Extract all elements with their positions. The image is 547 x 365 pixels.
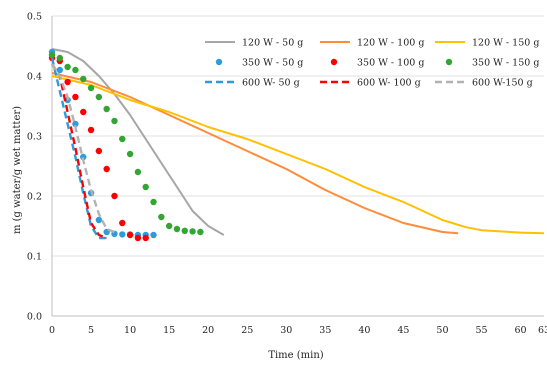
- data-point: [95, 147, 103, 155]
- data-point: [142, 183, 149, 191]
- legend-label: 120 W - 50 g: [242, 38, 303, 49]
- y-tick-label: 0.0: [27, 312, 42, 323]
- data-point: [126, 150, 134, 158]
- data-point: [134, 234, 142, 242]
- series-line-120-w-100-g: [51, 72, 459, 235]
- data-point: [95, 93, 103, 101]
- y-tick-label: 0.3: [27, 132, 42, 143]
- x-tick-label: 55: [475, 325, 487, 336]
- data-point: [150, 231, 157, 239]
- data-point: [181, 227, 188, 234]
- data-point: [72, 66, 79, 74]
- legend-label: 350 W - 50 g: [242, 58, 303, 69]
- data-point: [111, 117, 118, 125]
- data-point: [189, 228, 196, 235]
- legend-label: 120 W - 150 g: [472, 38, 539, 49]
- series-line-120-w-150-g: [51, 75, 545, 235]
- x-tick-label: 5: [88, 325, 94, 336]
- x-tick-label: 25: [241, 325, 253, 336]
- legend-item: 600 W- 50 g: [205, 78, 300, 89]
- data-point: [87, 126, 95, 134]
- series-line-120-w-50-g: [51, 48, 225, 236]
- data-point: [103, 105, 110, 113]
- data-point: [142, 234, 149, 242]
- legend-marker: [330, 58, 338, 66]
- x-tick-label: 30: [280, 325, 292, 336]
- x-tick-label: 45: [397, 325, 409, 336]
- data-point: [165, 222, 173, 230]
- legend-label: 350 W - 100 g: [357, 58, 424, 69]
- data-point: [126, 231, 134, 239]
- legend-label: 350 W - 150 g: [472, 58, 539, 69]
- data-point: [134, 168, 142, 176]
- x-tick-label: 63: [538, 325, 547, 336]
- x-tick-labels: 0 5 10 15 20 25 30 35 40 45 50 55 60 63: [49, 325, 547, 336]
- data-point: [72, 93, 79, 101]
- data-point: [197, 228, 204, 236]
- data-point: [119, 135, 126, 143]
- y-tick-label: 0.2: [27, 192, 42, 203]
- data-point: [103, 165, 110, 173]
- data-point: [119, 219, 126, 227]
- x-tick-label: 0: [49, 325, 55, 336]
- x-tick-label: 35: [319, 325, 331, 336]
- y-tick-label: 0.4: [27, 72, 42, 83]
- data-point: [95, 216, 103, 224]
- legend-item: 350 W - 100 g: [330, 58, 424, 69]
- x-tick-label: 10: [124, 325, 136, 336]
- series-line-600-w-100-g: [50, 63, 108, 240]
- y-axis-title: m (g water/g wet matter): [12, 106, 23, 234]
- legend-marker: [445, 58, 453, 66]
- legend-marker: [215, 58, 223, 66]
- legend-label: 600 W- 100 g: [357, 78, 421, 89]
- gridlines: [52, 15, 544, 257]
- legend-item: 350 W - 50 g: [215, 58, 303, 69]
- x-tick-label: 50: [436, 325, 448, 336]
- legend: 120 W - 50 g 120 W - 100 g 120 W - 150 g 35…: [205, 38, 539, 89]
- legend-label: 600 W-150 g: [472, 78, 533, 89]
- y-tick-label: 0.1: [27, 252, 42, 263]
- x-tick-label: 40: [358, 325, 370, 336]
- legend-label: 600 W- 50 g: [242, 78, 300, 89]
- series-line-600-w-50-g: [50, 57, 107, 240]
- series-group: [48, 48, 545, 242]
- x-tick-label: 60: [515, 325, 527, 336]
- data-point: [80, 75, 87, 83]
- data-point: [111, 192, 118, 200]
- data-point: [173, 225, 181, 233]
- data-point: [80, 108, 87, 116]
- legend-item: 600 W-150 g: [435, 78, 533, 89]
- series-350-w-150-g: [48, 51, 204, 236]
- legend-item: 120 W - 100 g: [320, 38, 424, 49]
- data-point: [64, 78, 71, 86]
- data-point: [48, 51, 56, 59]
- data-point: [119, 231, 126, 238]
- y-tick-labels: 0.0 0.1 0.2 0.3 0.4 0.5: [27, 12, 42, 323]
- x-tick-label: 20: [202, 325, 214, 336]
- data-point: [158, 213, 165, 221]
- series-line-600-w-150-g: [50, 63, 115, 234]
- x-axis-title: Time (min): [268, 350, 323, 361]
- data-point: [87, 84, 95, 92]
- data-point: [72, 120, 79, 128]
- data-point: [56, 54, 64, 62]
- data-point: [56, 66, 64, 74]
- legend-item: 120 W - 50 g: [205, 38, 303, 49]
- y-tick-label: 0.5: [27, 12, 42, 23]
- data-point: [64, 63, 71, 71]
- legend-item: 600 W- 100 g: [320, 78, 421, 89]
- x-tick-label: 15: [163, 325, 175, 336]
- data-point: [150, 198, 157, 206]
- legend-item: 350 W - 150 g: [445, 58, 539, 69]
- legend-label: 120 W - 100 g: [357, 38, 424, 49]
- series-350-w-50-g: [48, 48, 157, 239]
- legend-item: 120 W - 150 g: [435, 38, 539, 49]
